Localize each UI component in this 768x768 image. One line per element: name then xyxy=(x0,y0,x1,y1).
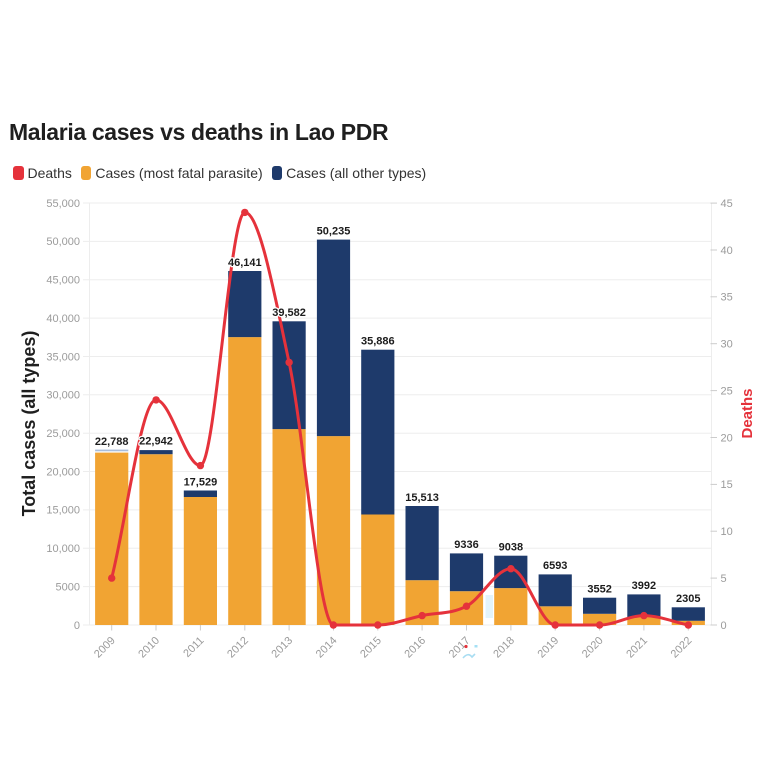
svg-text:17,529: 17,529 xyxy=(184,476,218,488)
svg-text:2020: 2020 xyxy=(580,635,606,661)
svg-text:5000: 5000 xyxy=(56,581,80,593)
svg-text:10: 10 xyxy=(721,526,733,538)
svg-text:2018: 2018 xyxy=(491,635,517,661)
svg-text:2012: 2012 xyxy=(225,635,251,661)
svg-text:3992: 3992 xyxy=(632,580,656,592)
svg-text:0: 0 xyxy=(721,620,727,632)
svg-text:35,886: 35,886 xyxy=(361,336,395,348)
svg-text:0: 0 xyxy=(74,620,80,632)
svg-text:35: 35 xyxy=(721,292,733,304)
svg-text:2009: 2009 xyxy=(92,635,118,661)
svg-text:25: 25 xyxy=(721,385,733,397)
svg-text:30: 30 xyxy=(721,339,733,351)
svg-text:9336: 9336 xyxy=(454,539,478,551)
svg-text:2011: 2011 xyxy=(181,635,206,660)
svg-text:25,000: 25,000 xyxy=(46,428,80,440)
svg-text:15: 15 xyxy=(721,479,733,491)
svg-text:15,000: 15,000 xyxy=(46,505,80,517)
svg-text:2013: 2013 xyxy=(269,635,295,661)
svg-text:2014: 2014 xyxy=(314,635,340,661)
svg-text:22,788: 22,788 xyxy=(95,436,129,448)
svg-text:Total cases (all types): Total cases (all types) xyxy=(19,331,39,517)
svg-text:35,000: 35,000 xyxy=(46,351,80,363)
svg-text:5: 5 xyxy=(721,573,727,585)
svg-text:39,582: 39,582 xyxy=(272,307,306,319)
svg-text:2305: 2305 xyxy=(676,593,700,605)
svg-text:2016: 2016 xyxy=(402,635,428,661)
svg-text:10,000: 10,000 xyxy=(46,543,80,555)
svg-text:3552: 3552 xyxy=(587,584,611,596)
svg-text:2010: 2010 xyxy=(136,635,162,661)
svg-text:2015: 2015 xyxy=(358,635,384,661)
svg-text:40,000: 40,000 xyxy=(46,313,80,325)
svg-text:6593: 6593 xyxy=(543,560,567,572)
svg-text:15,513: 15,513 xyxy=(405,492,439,504)
svg-text:45,000: 45,000 xyxy=(46,275,80,287)
svg-text:50,235: 50,235 xyxy=(317,225,351,237)
svg-text:46,141: 46,141 xyxy=(228,257,262,269)
svg-text:2021: 2021 xyxy=(624,635,650,661)
svg-text:45: 45 xyxy=(721,198,733,210)
svg-text:20: 20 xyxy=(721,432,733,444)
svg-text:2019: 2019 xyxy=(536,635,562,661)
svg-text:40: 40 xyxy=(721,245,733,257)
svg-text:22,942: 22,942 xyxy=(139,435,173,447)
svg-text:Deaths: Deaths xyxy=(739,388,756,438)
svg-text:2017: 2017 xyxy=(447,635,473,661)
svg-text:9038: 9038 xyxy=(499,542,523,554)
svg-text:50,000: 50,000 xyxy=(46,236,80,248)
svg-text:30,000: 30,000 xyxy=(46,390,80,402)
svg-text:2022: 2022 xyxy=(669,635,695,661)
svg-text:20,000: 20,000 xyxy=(46,466,80,478)
svg-text:55,000: 55,000 xyxy=(46,198,80,210)
